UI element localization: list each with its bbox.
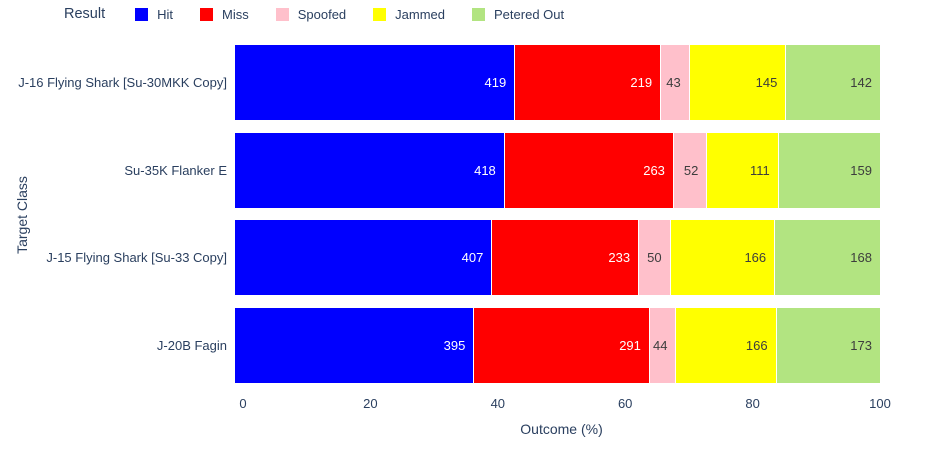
x-axis: 0 20 40 60 80 100	[239, 396, 890, 412]
bar-segment-miss[interactable]: 291	[473, 308, 649, 384]
bar-segment-spoofed[interactable]: 50	[638, 220, 670, 296]
legend-item-label: Hit	[157, 6, 173, 22]
x-tick-label: 100	[869, 396, 891, 411]
bar-value-label: 395	[443, 338, 466, 354]
bar-value-label: 233	[608, 250, 631, 266]
bar-segment-jammed[interactable]: 111	[706, 132, 778, 208]
bar-value-label: 407	[461, 250, 484, 266]
category-label: J-15 Flying Shark [Su-33 Copy]	[46, 250, 227, 266]
x-tick-label: 80	[745, 396, 760, 411]
x-tick-label: 40	[490, 396, 506, 411]
bar-value-label: 52	[683, 162, 699, 178]
plot-rows: J-16 Flying Shark [Su-30MKK Copy] 419 219 4…	[0, 39, 880, 389]
bar-segment-petered-out[interactable]: 173	[775, 308, 880, 384]
legend: Result Hit Miss Spoofed Jammed Petered Out	[64, 6, 564, 22]
bar-value-label: 166	[744, 250, 767, 266]
bar-value-label: 419	[484, 75, 507, 91]
bar-track: 395 291 44 166 173	[235, 308, 880, 384]
legend-item-hit[interactable]: Hit	[135, 7, 173, 22]
bar-value-label: 145	[755, 75, 778, 91]
bar-value-label: 418	[474, 162, 496, 178]
bar-segment-miss[interactable]: 263	[503, 132, 673, 208]
category-label: J-16 Flying Shark [Su-30MKK Copy]	[18, 75, 227, 91]
bar-value-label: 142	[850, 75, 872, 91]
legend-swatch-icon	[200, 7, 213, 21]
legend-swatch-icon	[472, 7, 486, 21]
bar-value-label: 173	[850, 338, 872, 354]
bar-segment-miss[interactable]: 219	[514, 45, 661, 121]
bar-segment-jammed[interactable]: 166	[675, 308, 776, 384]
bar-value-label: 159	[850, 162, 872, 178]
bar-value-label: 43	[666, 75, 681, 91]
category-label: Su-35K Flanker E	[124, 162, 227, 178]
legend-swatch-icon	[373, 7, 387, 21]
bar-track: 418 263 52 111 159	[235, 132, 880, 208]
bar-value-label: 166	[745, 338, 768, 354]
bar-segment-hit[interactable]: 418	[235, 132, 504, 208]
bar-segment-petered-out[interactable]: 168	[774, 220, 880, 296]
bar-value-label: 44	[652, 338, 668, 354]
bar-row: J-20B Fagin 395 291 44 166 173	[0, 302, 880, 390]
bar-segment-jammed[interactable]: 166	[669, 220, 775, 296]
bar-segment-jammed[interactable]: 145	[688, 45, 786, 121]
bar-segment-spoofed[interactable]: 43	[660, 45, 689, 121]
legend-item-label: Miss	[222, 6, 249, 22]
bar-value-label: 219	[630, 75, 653, 91]
legend-item-miss[interactable]: Miss	[200, 7, 249, 22]
bar-row: J-15 Flying Shark [Su-33 Copy] 407 233 50 16…	[0, 214, 880, 302]
legend-swatch-icon	[135, 7, 149, 21]
legend-item-label: Spoofed	[297, 6, 347, 22]
legend-title: Result	[64, 6, 106, 22]
bar-row: J-16 Flying Shark [Su-30MKK Copy] 419 219 4…	[0, 39, 880, 127]
bar-segment-spoofed[interactable]: 52	[672, 132, 707, 208]
bar-track: 419 219 43 145 142	[235, 45, 880, 121]
x-tick-label: 20	[363, 396, 378, 411]
x-tick-label: 0	[239, 396, 247, 411]
legend-items: Hit Miss Spoofed Jammed Petered Out	[135, 7, 564, 22]
bar-segment-petered-out[interactable]: 142	[785, 45, 880, 121]
legend-item-jammed[interactable]: Jammed	[373, 7, 445, 22]
bar-value-label: 291	[619, 338, 641, 354]
bar-value-label: 111	[749, 162, 770, 178]
bar-segment-hit[interactable]: 419	[235, 45, 515, 121]
legend-swatch-icon	[275, 7, 289, 21]
bar-segment-spoofed[interactable]: 44	[648, 308, 676, 384]
legend-item-label: Petered Out	[494, 6, 565, 22]
x-axis-title: Outcome (%)	[520, 421, 603, 437]
bar-value-label: 263	[643, 162, 665, 178]
bar-value-label: 50	[647, 250, 662, 266]
bar-segment-hit[interactable]: 407	[235, 220, 492, 296]
legend-item-spoofed[interactable]: Spoofed	[275, 6, 347, 22]
legend-item-label: Jammed	[395, 6, 446, 22]
x-tick-label: 60	[617, 396, 633, 411]
category-label: J-20B Fagin	[156, 338, 227, 354]
bar-row: Su-35K Flanker E 418 263 52 111 159	[0, 127, 880, 215]
bar-track: 407 233 50 166 168	[235, 220, 880, 296]
bar-value-label: 168	[850, 250, 872, 266]
bar-segment-hit[interactable]: 395	[235, 308, 474, 384]
legend-item-petered-out[interactable]: Petered Out	[472, 7, 564, 22]
bar-segment-petered-out[interactable]: 159	[777, 132, 880, 208]
bar-segment-miss[interactable]: 233	[491, 220, 639, 296]
